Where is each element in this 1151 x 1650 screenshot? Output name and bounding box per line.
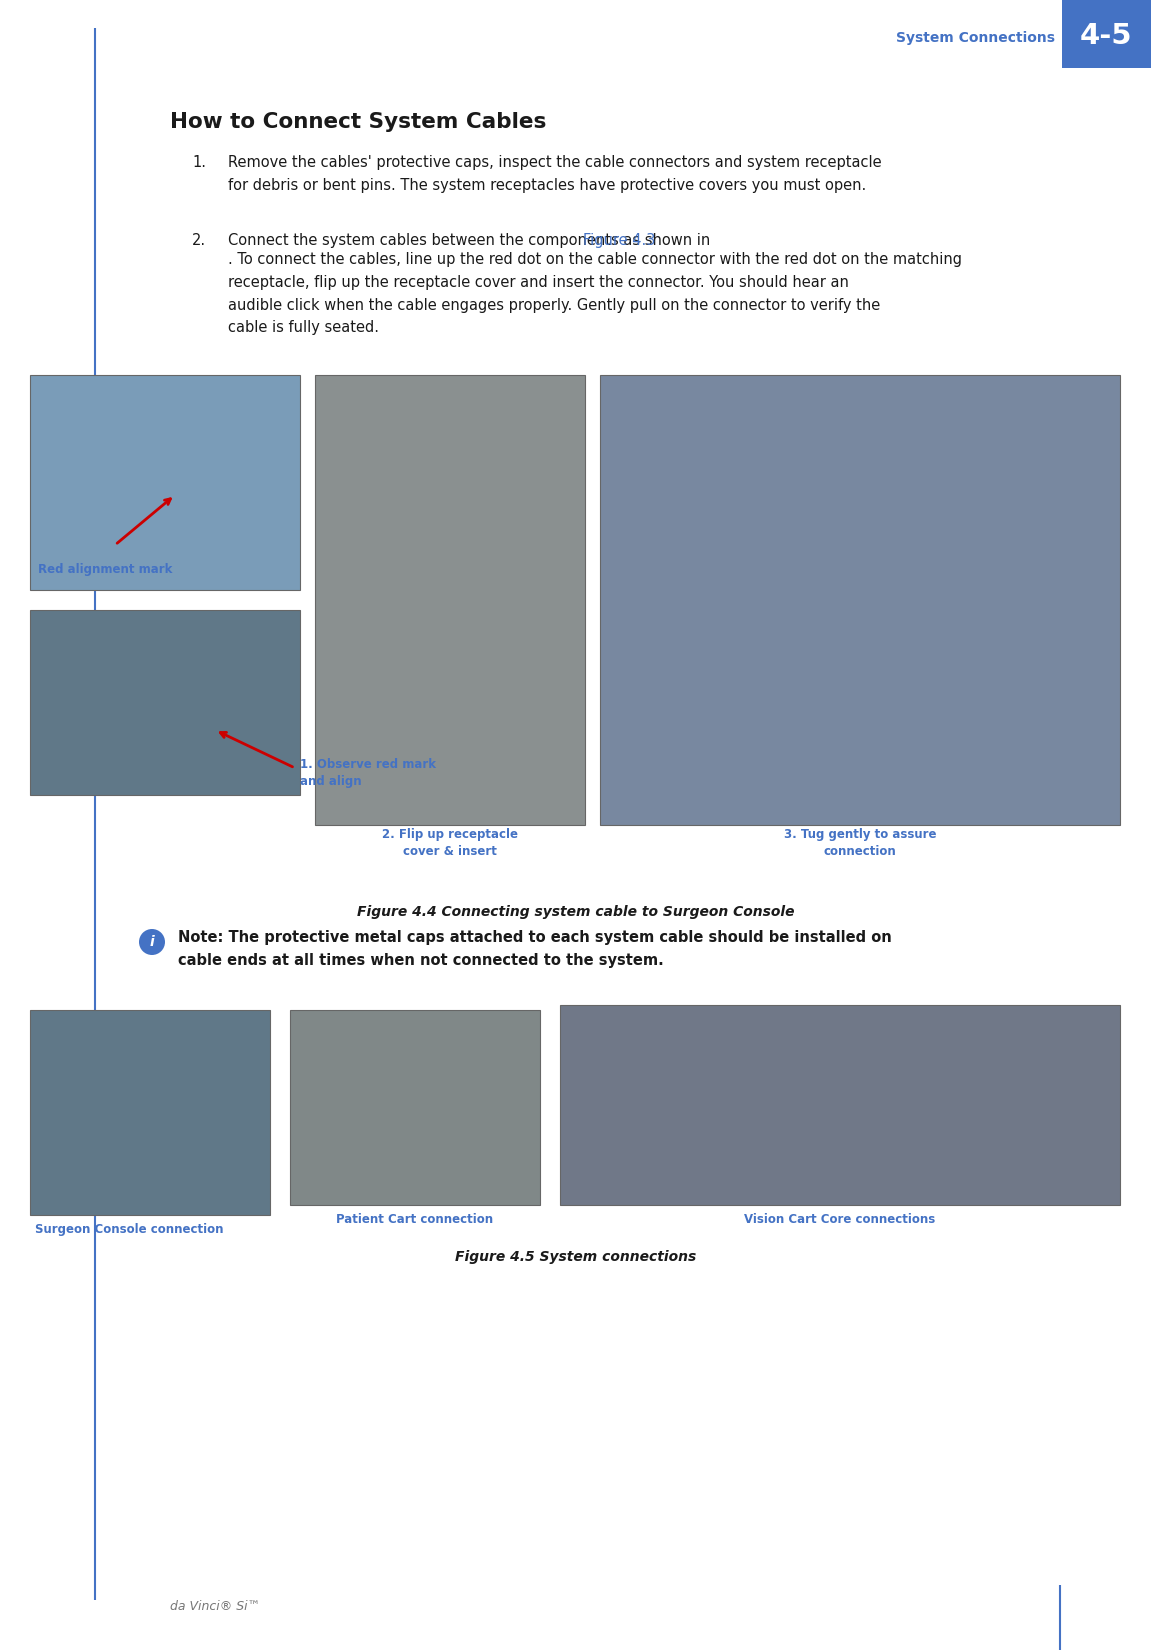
Bar — [30, 1010, 270, 1214]
Circle shape — [139, 929, 165, 955]
Text: 2. Flip up receptacle
cover & insert: 2. Flip up receptacle cover & insert — [382, 828, 518, 858]
Text: 1. Observe red mark
and align: 1. Observe red mark and align — [300, 757, 436, 789]
Text: . To connect the cables, line up the red dot on the cable connector with the red: . To connect the cables, line up the red… — [228, 252, 962, 335]
Text: 1.: 1. — [192, 155, 206, 170]
Text: Vision Cart Core connections: Vision Cart Core connections — [745, 1213, 936, 1226]
Text: cable ends at all times when not connected to the system.: cable ends at all times when not connect… — [178, 954, 664, 969]
Text: Patient Cart connection: Patient Cart connection — [336, 1213, 494, 1226]
Text: Connect the system cables between the components as shown in: Connect the system cables between the co… — [228, 233, 715, 248]
Bar — [600, 375, 1120, 825]
Text: Figure 4.3: Figure 4.3 — [584, 233, 655, 248]
Bar — [315, 375, 585, 825]
Bar — [1062, 0, 1151, 68]
Text: Remove the cables' protective caps, inspect the cable connectors and system rece: Remove the cables' protective caps, insp… — [228, 155, 882, 193]
Bar — [30, 375, 300, 591]
Text: Surgeon Console connection: Surgeon Console connection — [35, 1223, 223, 1236]
Text: How to Connect System Cables: How to Connect System Cables — [170, 112, 547, 132]
Text: System Connections: System Connections — [895, 31, 1055, 45]
Text: da Vinci® Si™: da Vinci® Si™ — [170, 1600, 260, 1614]
Bar — [290, 1010, 540, 1204]
Text: Figure 4.5 System connections: Figure 4.5 System connections — [455, 1251, 696, 1264]
Text: Note: The protective metal caps attached to each system cable should be installe: Note: The protective metal caps attached… — [178, 931, 892, 945]
Text: Figure 4.4 Connecting system cable to Surgeon Console: Figure 4.4 Connecting system cable to Su… — [357, 904, 794, 919]
Text: 2.: 2. — [192, 233, 206, 248]
Bar — [30, 610, 300, 795]
Text: 3. Tug gently to assure
connection: 3. Tug gently to assure connection — [784, 828, 936, 858]
Bar — [561, 1005, 1120, 1204]
Text: i: i — [150, 936, 154, 949]
Text: Red alignment mark: Red alignment mark — [38, 563, 173, 576]
Text: 4-5: 4-5 — [1080, 21, 1133, 50]
